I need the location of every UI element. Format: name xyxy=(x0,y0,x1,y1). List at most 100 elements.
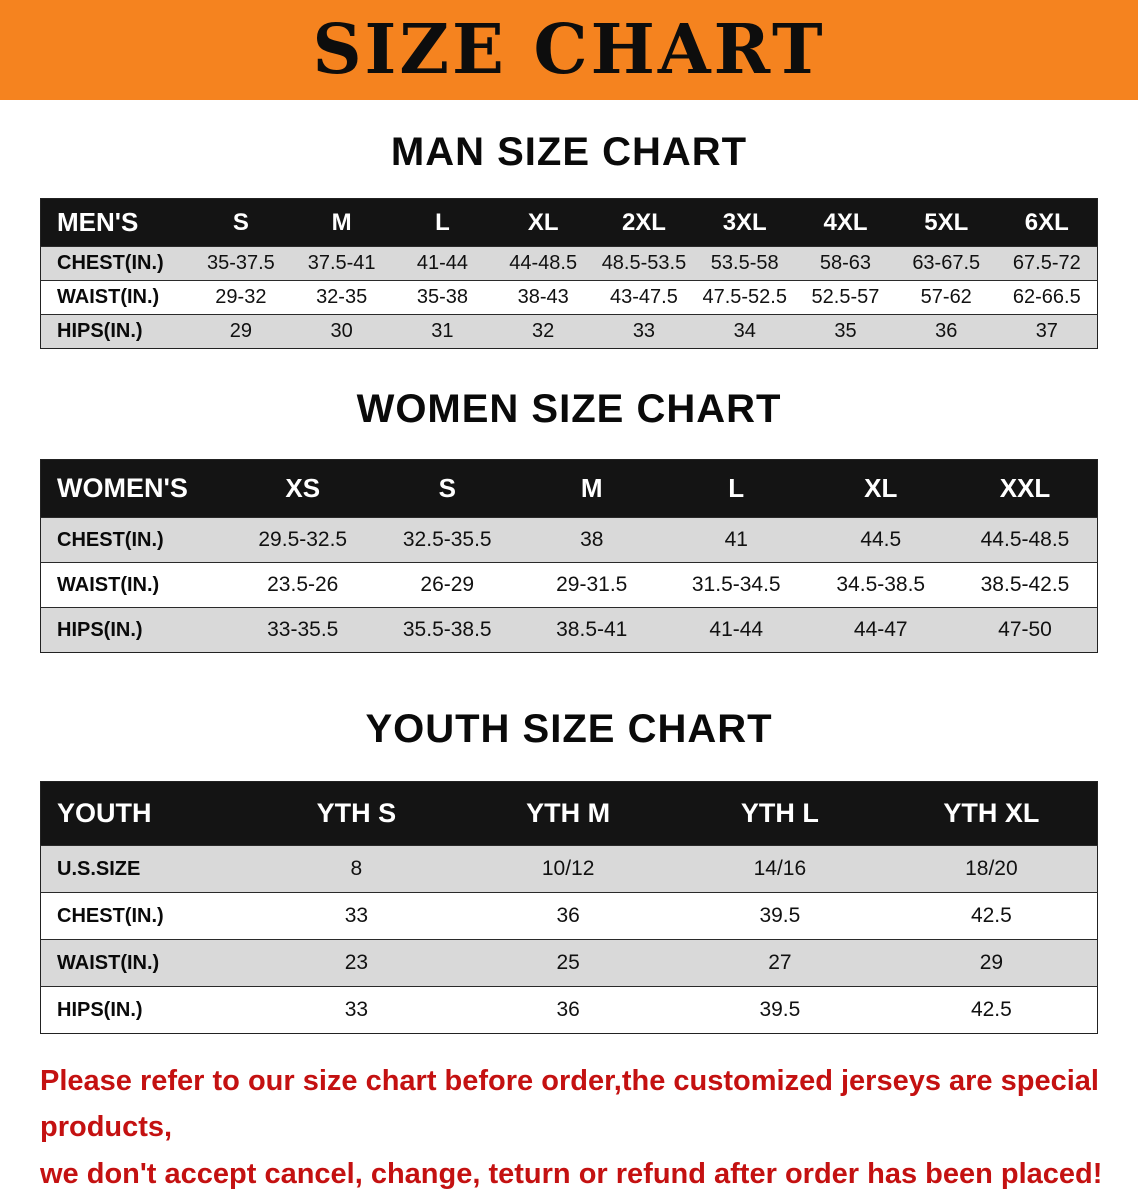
table-cell: 29.5-32.5 xyxy=(258,528,348,551)
table-cell: 35.5-38.5 xyxy=(402,618,492,641)
table-cell: 44-48.5 xyxy=(509,252,578,274)
table-cell: 62-66.5 xyxy=(1012,286,1081,308)
youth-waist-row: WAIST(IN.) 23 25 27 29 xyxy=(40,939,1098,987)
table-cell: 48.5-53.5 xyxy=(601,252,687,274)
size-chart-banner: SIZE CHART xyxy=(0,0,1138,100)
row-label: CHEST(IN.) xyxy=(57,904,164,927)
table-cell: 36 xyxy=(935,320,958,342)
men-section: MAN SIZE CHART MEN'S S M L XL 2XL 3XL 4X… xyxy=(0,130,1138,349)
row-label: WAIST(IN.) xyxy=(57,573,160,596)
table-cell: 44-47 xyxy=(853,618,908,641)
men-section-title: MAN SIZE CHART xyxy=(390,130,748,174)
row-label: WAIST(IN.) xyxy=(57,286,160,308)
table-cell: 29-32 xyxy=(215,286,267,308)
youth-header-row: YOUTH YTH S YTH M YTH L YTH XL xyxy=(40,781,1098,846)
table-cell: 14/16 xyxy=(753,857,807,880)
table-cell: 23.5-26 xyxy=(267,573,339,596)
women-size-table: WOMEN'S XS S M L XL XXL CHEST(IN.) 29.5-… xyxy=(40,459,1098,653)
youth-ussize-row: U.S.SIZE 8 10/12 14/16 18/20 xyxy=(40,845,1098,893)
men-chest-row: CHEST(IN.) 35-37.5 37.5-41 41-44 44-48.5… xyxy=(40,246,1098,281)
banner-title: SIZE CHART xyxy=(312,10,826,90)
men-waist-row: WAIST(IN.) 29-32 32-35 35-38 38-43 43-47… xyxy=(40,280,1098,315)
size-col-header: XS xyxy=(285,473,321,503)
size-col-header: 2XL xyxy=(621,208,666,236)
disclaimer-line-2: we don't accept cancel, change, teturn o… xyxy=(40,1157,1103,1190)
women-chest-row: CHEST(IN.) 29.5-32.5 32.5-35.5 38 41 44.… xyxy=(40,517,1098,563)
size-col-header: M xyxy=(580,473,603,503)
table-cell: 37.5-41 xyxy=(307,252,376,274)
table-cell: 18/20 xyxy=(965,857,1018,880)
row-label: CHEST(IN.) xyxy=(57,252,164,274)
row-label: HIPS(IN.) xyxy=(57,998,143,1021)
table-cell: 10/12 xyxy=(541,857,595,880)
table-cell: 35-37.5 xyxy=(206,252,275,274)
size-col-header: YTH L xyxy=(740,798,819,828)
disclaimer-line-1: Please refer to our size chart before or… xyxy=(40,1065,1099,1144)
women-hips-row: HIPS(IN.) 33-35.5 35.5-38.5 38.5-41 41-4… xyxy=(40,607,1098,653)
women-header-row: WOMEN'S XS S M L XL XXL xyxy=(40,459,1098,518)
table-cell: 31.5-34.5 xyxy=(691,573,781,596)
size-col-header: 6XL xyxy=(1024,208,1069,236)
table-cell: 32-35 xyxy=(316,286,368,308)
table-cell: 57-62 xyxy=(920,286,972,308)
table-cell: 52.5-57 xyxy=(811,286,880,308)
size-col-header: 3XL xyxy=(722,208,767,236)
men-header-row: MEN'S S M L XL 2XL 3XL 4XL 5XL 6XL xyxy=(40,198,1098,247)
table-cell: 36 xyxy=(556,904,580,927)
table-cell: 29 xyxy=(229,320,252,342)
row-label: HIPS(IN.) xyxy=(57,320,143,342)
table-cell: 32.5-35.5 xyxy=(402,528,492,551)
size-col-header: L xyxy=(435,208,450,236)
table-cell: 53.5-58 xyxy=(710,252,779,274)
table-cell: 37 xyxy=(1035,320,1058,342)
table-cell: 25 xyxy=(556,951,580,974)
table-cell: 47-50 xyxy=(998,618,1052,641)
table-cell: 36 xyxy=(556,998,580,1021)
youth-hips-row: HIPS(IN.) 33 36 39.5 42.5 xyxy=(40,986,1098,1034)
row-label: U.S.SIZE xyxy=(57,857,141,880)
table-cell: 41 xyxy=(724,528,748,551)
size-col-header: L xyxy=(728,473,745,503)
size-col-header: S xyxy=(232,208,249,236)
disclaimer-note: Please refer to our size chart before or… xyxy=(0,1058,1138,1197)
table-cell: 33 xyxy=(344,904,369,927)
women-header-label: WOMEN'S xyxy=(57,473,188,503)
table-cell: 38 xyxy=(580,528,604,551)
table-cell: 42.5 xyxy=(970,904,1012,927)
table-cell: 8 xyxy=(350,857,363,880)
size-col-header: YTH M xyxy=(526,798,611,828)
youth-section: YOUTH SIZE CHART YOUTH YTH S YTH M YTH L… xyxy=(0,707,1138,1034)
table-cell: 44.5 xyxy=(860,528,902,551)
table-cell: 33 xyxy=(344,998,369,1021)
table-cell: 38.5-41 xyxy=(556,618,628,641)
youth-header-label: YOUTH xyxy=(57,798,152,828)
size-col-header: S xyxy=(438,473,456,503)
men-header-label: MEN'S xyxy=(57,207,139,237)
table-cell: 34.5-38.5 xyxy=(836,573,926,596)
women-section: WOMEN SIZE CHART WOMEN'S XS S M L XL XXL… xyxy=(0,387,1138,653)
women-waist-row: WAIST(IN.) 23.5-26 26-29 29-31.5 31.5-34… xyxy=(40,562,1098,608)
size-col-header: 5XL xyxy=(924,208,969,236)
table-cell: 23 xyxy=(344,951,369,974)
table-cell: 41-44 xyxy=(416,252,468,274)
table-cell: 26-29 xyxy=(420,573,475,596)
table-cell: 35-38 xyxy=(416,286,468,308)
table-cell: 58-63 xyxy=(819,252,872,274)
table-cell: 39.5 xyxy=(759,904,801,927)
table-cell: 35 xyxy=(834,320,857,342)
youth-size-table: YOUTH YTH S YTH M YTH L YTH XL U.S.SIZE … xyxy=(40,781,1098,1034)
table-cell: 43-47.5 xyxy=(610,286,678,308)
row-label: WAIST(IN.) xyxy=(57,951,160,974)
table-cell: 42.5 xyxy=(970,998,1012,1021)
table-cell: 44.5-48.5 xyxy=(980,528,1070,551)
table-cell: 30 xyxy=(330,320,353,342)
youth-chest-row: CHEST(IN.) 33 36 39.5 42.5 xyxy=(40,892,1098,940)
men-size-table: MEN'S S M L XL 2XL 3XL 4XL 5XL 6XL CHEST… xyxy=(40,198,1098,349)
table-cell: 27 xyxy=(768,951,792,974)
men-hips-row: HIPS(IN.) 29 30 31 32 33 34 35 36 37 xyxy=(40,314,1098,349)
table-cell: 41-44 xyxy=(709,618,764,641)
row-label: CHEST(IN.) xyxy=(57,528,164,551)
table-cell: 38.5-42.5 xyxy=(980,573,1070,596)
table-cell: 63-67.5 xyxy=(912,252,981,274)
table-cell: 34 xyxy=(733,320,756,342)
